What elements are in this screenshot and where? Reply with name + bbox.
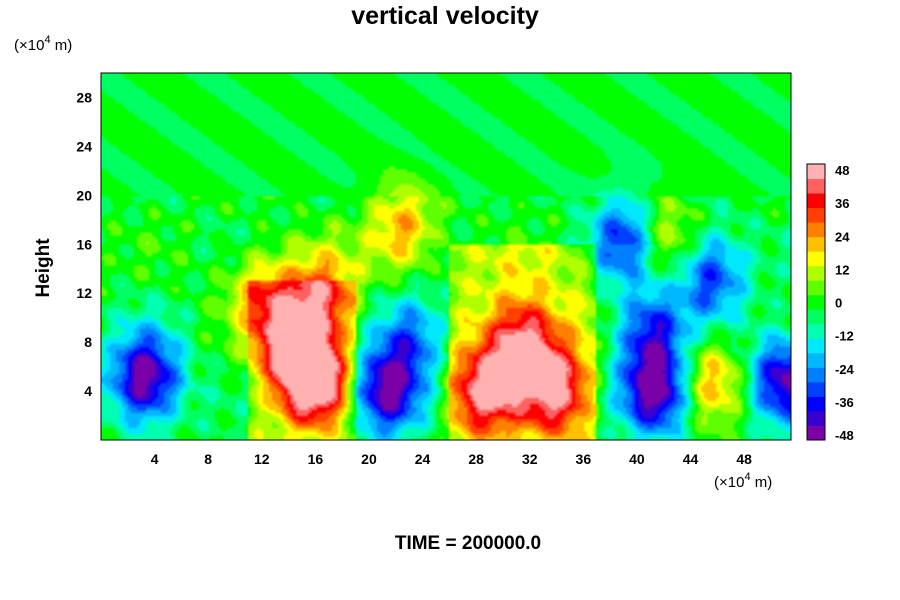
y-unit-base: (×10 bbox=[14, 37, 44, 54]
x-tick-label: 16 bbox=[308, 451, 324, 467]
y-unit-tail: m) bbox=[51, 37, 73, 54]
y-unit-exponent: 4 bbox=[44, 34, 50, 46]
x-tick-label: 12 bbox=[254, 451, 270, 467]
colorbar-segment bbox=[807, 425, 825, 441]
colorbar-segment bbox=[807, 164, 825, 180]
colorbar-segment bbox=[807, 294, 825, 310]
x-tick-label: 48 bbox=[736, 451, 752, 467]
colorbar-segment bbox=[807, 265, 825, 281]
y-tick-label: 12 bbox=[76, 285, 92, 301]
x-unit-base: (×10 bbox=[714, 474, 744, 491]
heatmap-field bbox=[101, 73, 791, 440]
x-tick-label: 40 bbox=[629, 451, 645, 467]
x-unit-exponent: 4 bbox=[744, 471, 750, 483]
x-axis-ticks: 4 8 12 16 20 24 28 32 36 40 44 48 bbox=[151, 451, 752, 467]
colorbar-tick-label: -36 bbox=[835, 395, 854, 410]
colorbar-segment bbox=[807, 207, 825, 223]
y-tick-label: 8 bbox=[84, 334, 92, 350]
chart-title: vertical velocity bbox=[351, 2, 539, 30]
colorbar-tick-label: 36 bbox=[835, 196, 849, 211]
colorbar-segment bbox=[807, 193, 825, 209]
x-tick-label: 24 bbox=[415, 451, 431, 467]
colorbar-segment bbox=[807, 381, 825, 397]
y-axis-ticks: 4 8 12 16 20 24 28 bbox=[76, 89, 92, 399]
colorbar-segment bbox=[807, 280, 825, 296]
plot-frame bbox=[100, 72, 792, 441]
colorbar-ticks: 48 36 24 12 0 -12 -24 -36 -48 bbox=[835, 163, 855, 443]
colorbar bbox=[806, 163, 826, 441]
colorbar-segment bbox=[807, 410, 825, 426]
colorbar-segment bbox=[807, 236, 825, 252]
colorbar-frame bbox=[806, 163, 826, 441]
x-unit-tail: m) bbox=[751, 474, 773, 491]
x-tick-label: 44 bbox=[683, 451, 699, 467]
colorbar-segment bbox=[807, 367, 825, 383]
colorbar-segment bbox=[807, 178, 825, 194]
x-tick-label: 36 bbox=[576, 451, 592, 467]
colorbar-tick-label: -12 bbox=[835, 329, 854, 344]
colorbar-segment bbox=[807, 222, 825, 238]
y-tick-label: 28 bbox=[76, 89, 92, 105]
colorbar-segment bbox=[807, 338, 825, 354]
colorbar-tick-label: 0 bbox=[835, 296, 842, 311]
x-unit-label: (×104 m) bbox=[714, 471, 772, 491]
y-tick-label: 20 bbox=[76, 187, 92, 203]
y-tick-label: 16 bbox=[76, 236, 92, 252]
y-axis-label: Height bbox=[33, 238, 54, 298]
colorbar-segment bbox=[807, 352, 825, 368]
colorbar-tick-label: -24 bbox=[835, 362, 855, 377]
colorbar-segment bbox=[807, 323, 825, 339]
colorbar-segment bbox=[807, 251, 825, 267]
time-footer: TIME = 200000.0 bbox=[395, 533, 541, 554]
colorbar-tick-label: -48 bbox=[835, 428, 854, 443]
colorbar-tick-label: 24 bbox=[835, 229, 850, 244]
y-unit-label: (×104 m) bbox=[14, 34, 72, 54]
heatmap-plot bbox=[100, 72, 792, 441]
x-tick-label: 32 bbox=[522, 451, 538, 467]
y-tick-label: 4 bbox=[84, 383, 92, 399]
x-tick-label: 4 bbox=[151, 451, 159, 467]
colorbar-segment bbox=[807, 396, 825, 412]
x-tick-label: 28 bbox=[468, 451, 484, 467]
colorbar-tick-label: 12 bbox=[835, 262, 849, 277]
x-tick-label: 20 bbox=[361, 451, 377, 467]
y-tick-label: 24 bbox=[76, 138, 92, 154]
x-tick-label: 8 bbox=[204, 451, 212, 467]
colorbar-segment bbox=[807, 309, 825, 325]
colorbar-tick-label: 48 bbox=[835, 163, 849, 178]
